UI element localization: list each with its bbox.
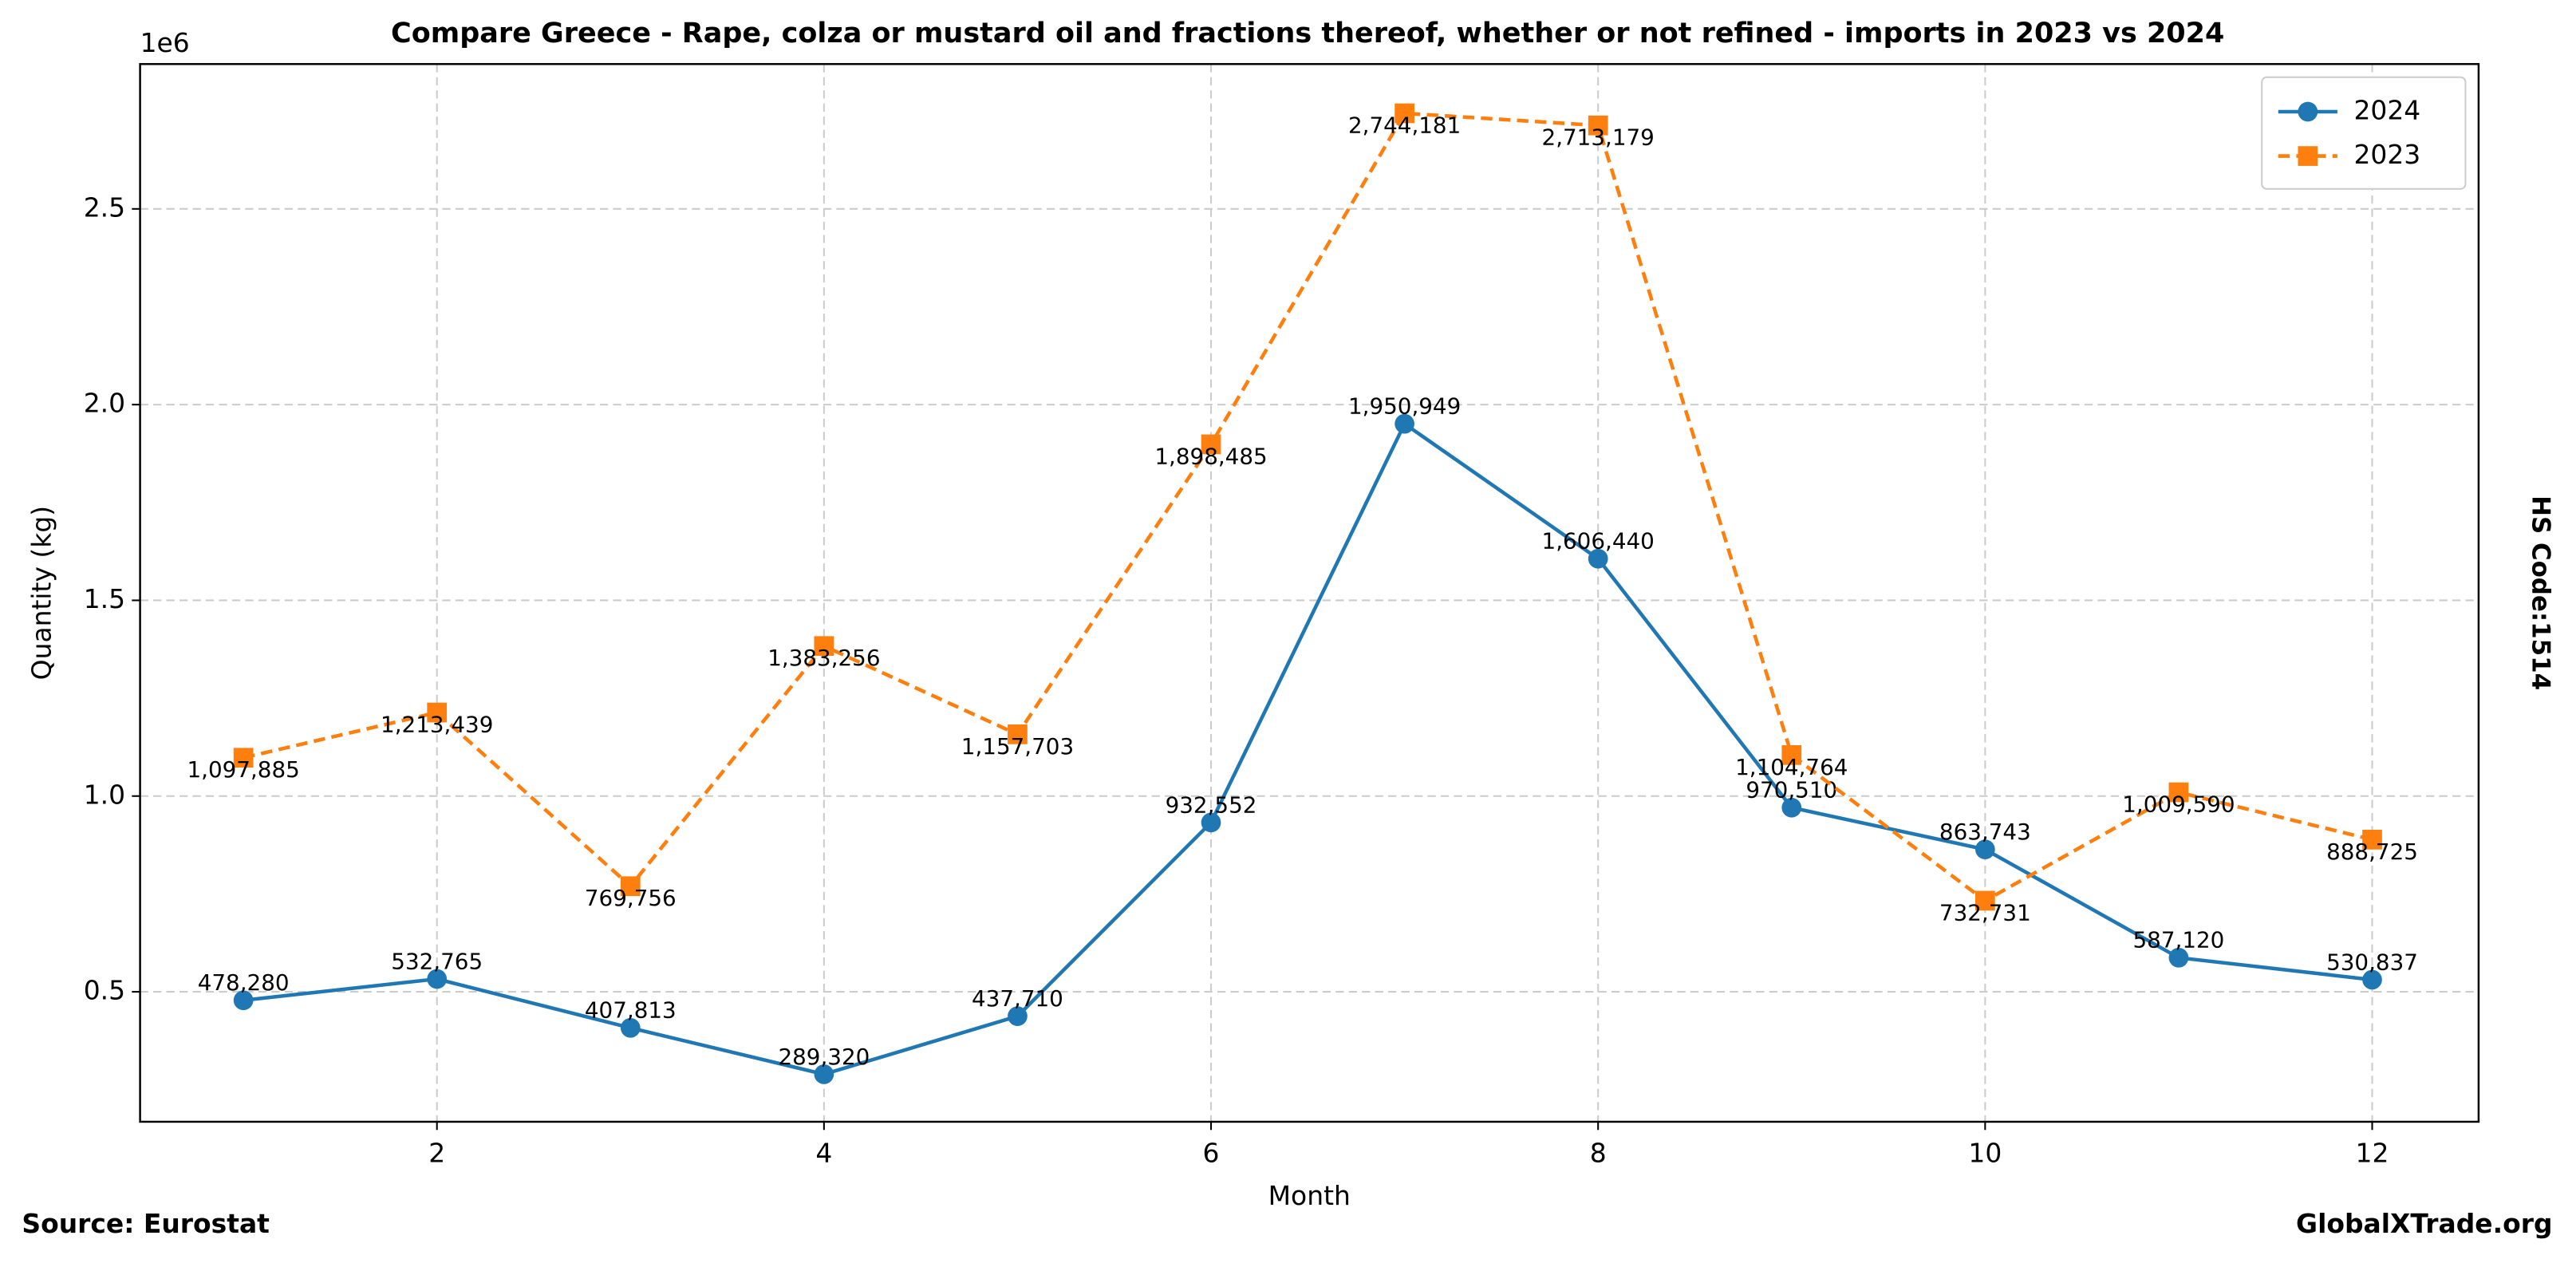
legend-label: 2023 xyxy=(2353,139,2420,170)
hs-code-label: HS Code:1514 xyxy=(2527,495,2555,690)
data-label: 587,120 xyxy=(2133,927,2225,953)
y-tick-label: 1.5 xyxy=(84,583,125,614)
marker xyxy=(620,1017,641,1038)
data-label: 1,104,764 xyxy=(1735,754,1848,780)
marker xyxy=(1974,839,1995,859)
y-tick-label: 1.0 xyxy=(84,779,125,810)
y-axis-label: Quantity (kg) xyxy=(26,506,57,680)
legend: 2024 2023 xyxy=(2261,76,2467,190)
y-tick-label: 2.5 xyxy=(84,191,125,223)
data-label: 437,710 xyxy=(972,985,1063,1012)
data-label: 1,383,256 xyxy=(767,645,880,671)
marker xyxy=(1588,115,1608,136)
marker xyxy=(2168,947,2189,968)
marker xyxy=(1201,434,1221,455)
data-label: 2,713,179 xyxy=(1542,124,1655,151)
x-tick-label: 8 xyxy=(1590,1138,1607,1169)
data-label: 732,731 xyxy=(1939,899,2031,926)
marker xyxy=(2168,782,2189,803)
data-label: 1,950,949 xyxy=(1348,393,1461,420)
marker xyxy=(814,1064,834,1084)
legend-label: 2024 xyxy=(2353,94,2420,125)
data-label: 970,510 xyxy=(1746,777,1837,803)
chart-title: Compare Greece - Rape, colza or mustard … xyxy=(391,18,2224,49)
data-label: 863,743 xyxy=(1939,819,2031,845)
series-line xyxy=(243,420,2373,1076)
data-label: 530,837 xyxy=(2326,949,2418,975)
x-tick-label: 4 xyxy=(815,1138,832,1169)
data-label: 1,898,485 xyxy=(1154,443,1267,469)
plot-frame xyxy=(139,63,2480,1123)
data-label: 1,157,703 xyxy=(961,733,1074,760)
data-label: 2,744,181 xyxy=(1348,112,1461,138)
data-label: 1,606,440 xyxy=(1542,528,1655,555)
x-tick-label: 10 xyxy=(1968,1138,2002,1169)
marker xyxy=(1201,812,1221,833)
marker xyxy=(1008,724,1028,744)
marker xyxy=(1974,890,1995,911)
data-label: 407,813 xyxy=(585,997,677,1024)
x-axis-label: Month xyxy=(1268,1180,1351,1211)
marker xyxy=(233,748,254,768)
marker xyxy=(233,990,254,1011)
marker xyxy=(427,969,448,989)
data-label: 1,097,885 xyxy=(187,756,299,783)
marker xyxy=(814,636,834,657)
legend-marker xyxy=(2298,146,2318,166)
x-tick-label: 6 xyxy=(1203,1138,1220,1169)
data-label: 289,320 xyxy=(778,1044,870,1070)
marker xyxy=(620,876,641,897)
y-tick-label: 2.0 xyxy=(84,388,125,419)
marker xyxy=(2362,830,2382,850)
legend-marker xyxy=(2298,101,2318,122)
y-tick-label: 0.5 xyxy=(84,975,125,1006)
marker xyxy=(427,702,448,723)
marker xyxy=(2362,969,2382,990)
marker xyxy=(1588,548,1608,569)
site-label: GlobalXTrade.org xyxy=(2296,1208,2553,1239)
data-label: 769,756 xyxy=(585,885,677,911)
y-offset-label: 1e6 xyxy=(140,27,190,58)
data-label: 932,552 xyxy=(1166,791,1257,818)
data-label: 532,765 xyxy=(391,948,483,974)
marker xyxy=(1395,413,1414,434)
marker xyxy=(1781,745,1802,765)
data-label: 478,280 xyxy=(198,969,290,996)
data-label: 888,725 xyxy=(2326,839,2418,865)
series-line xyxy=(243,111,2373,903)
data-label: 1,213,439 xyxy=(381,712,493,738)
marker xyxy=(1008,1006,1028,1026)
marker xyxy=(1395,103,1414,124)
marker xyxy=(1781,797,1802,818)
data-label: 1,009,590 xyxy=(2122,791,2235,818)
x-tick-label: 12 xyxy=(2356,1138,2389,1169)
x-tick-label: 2 xyxy=(428,1138,445,1169)
source-label: Source: Eurostat xyxy=(22,1208,270,1239)
